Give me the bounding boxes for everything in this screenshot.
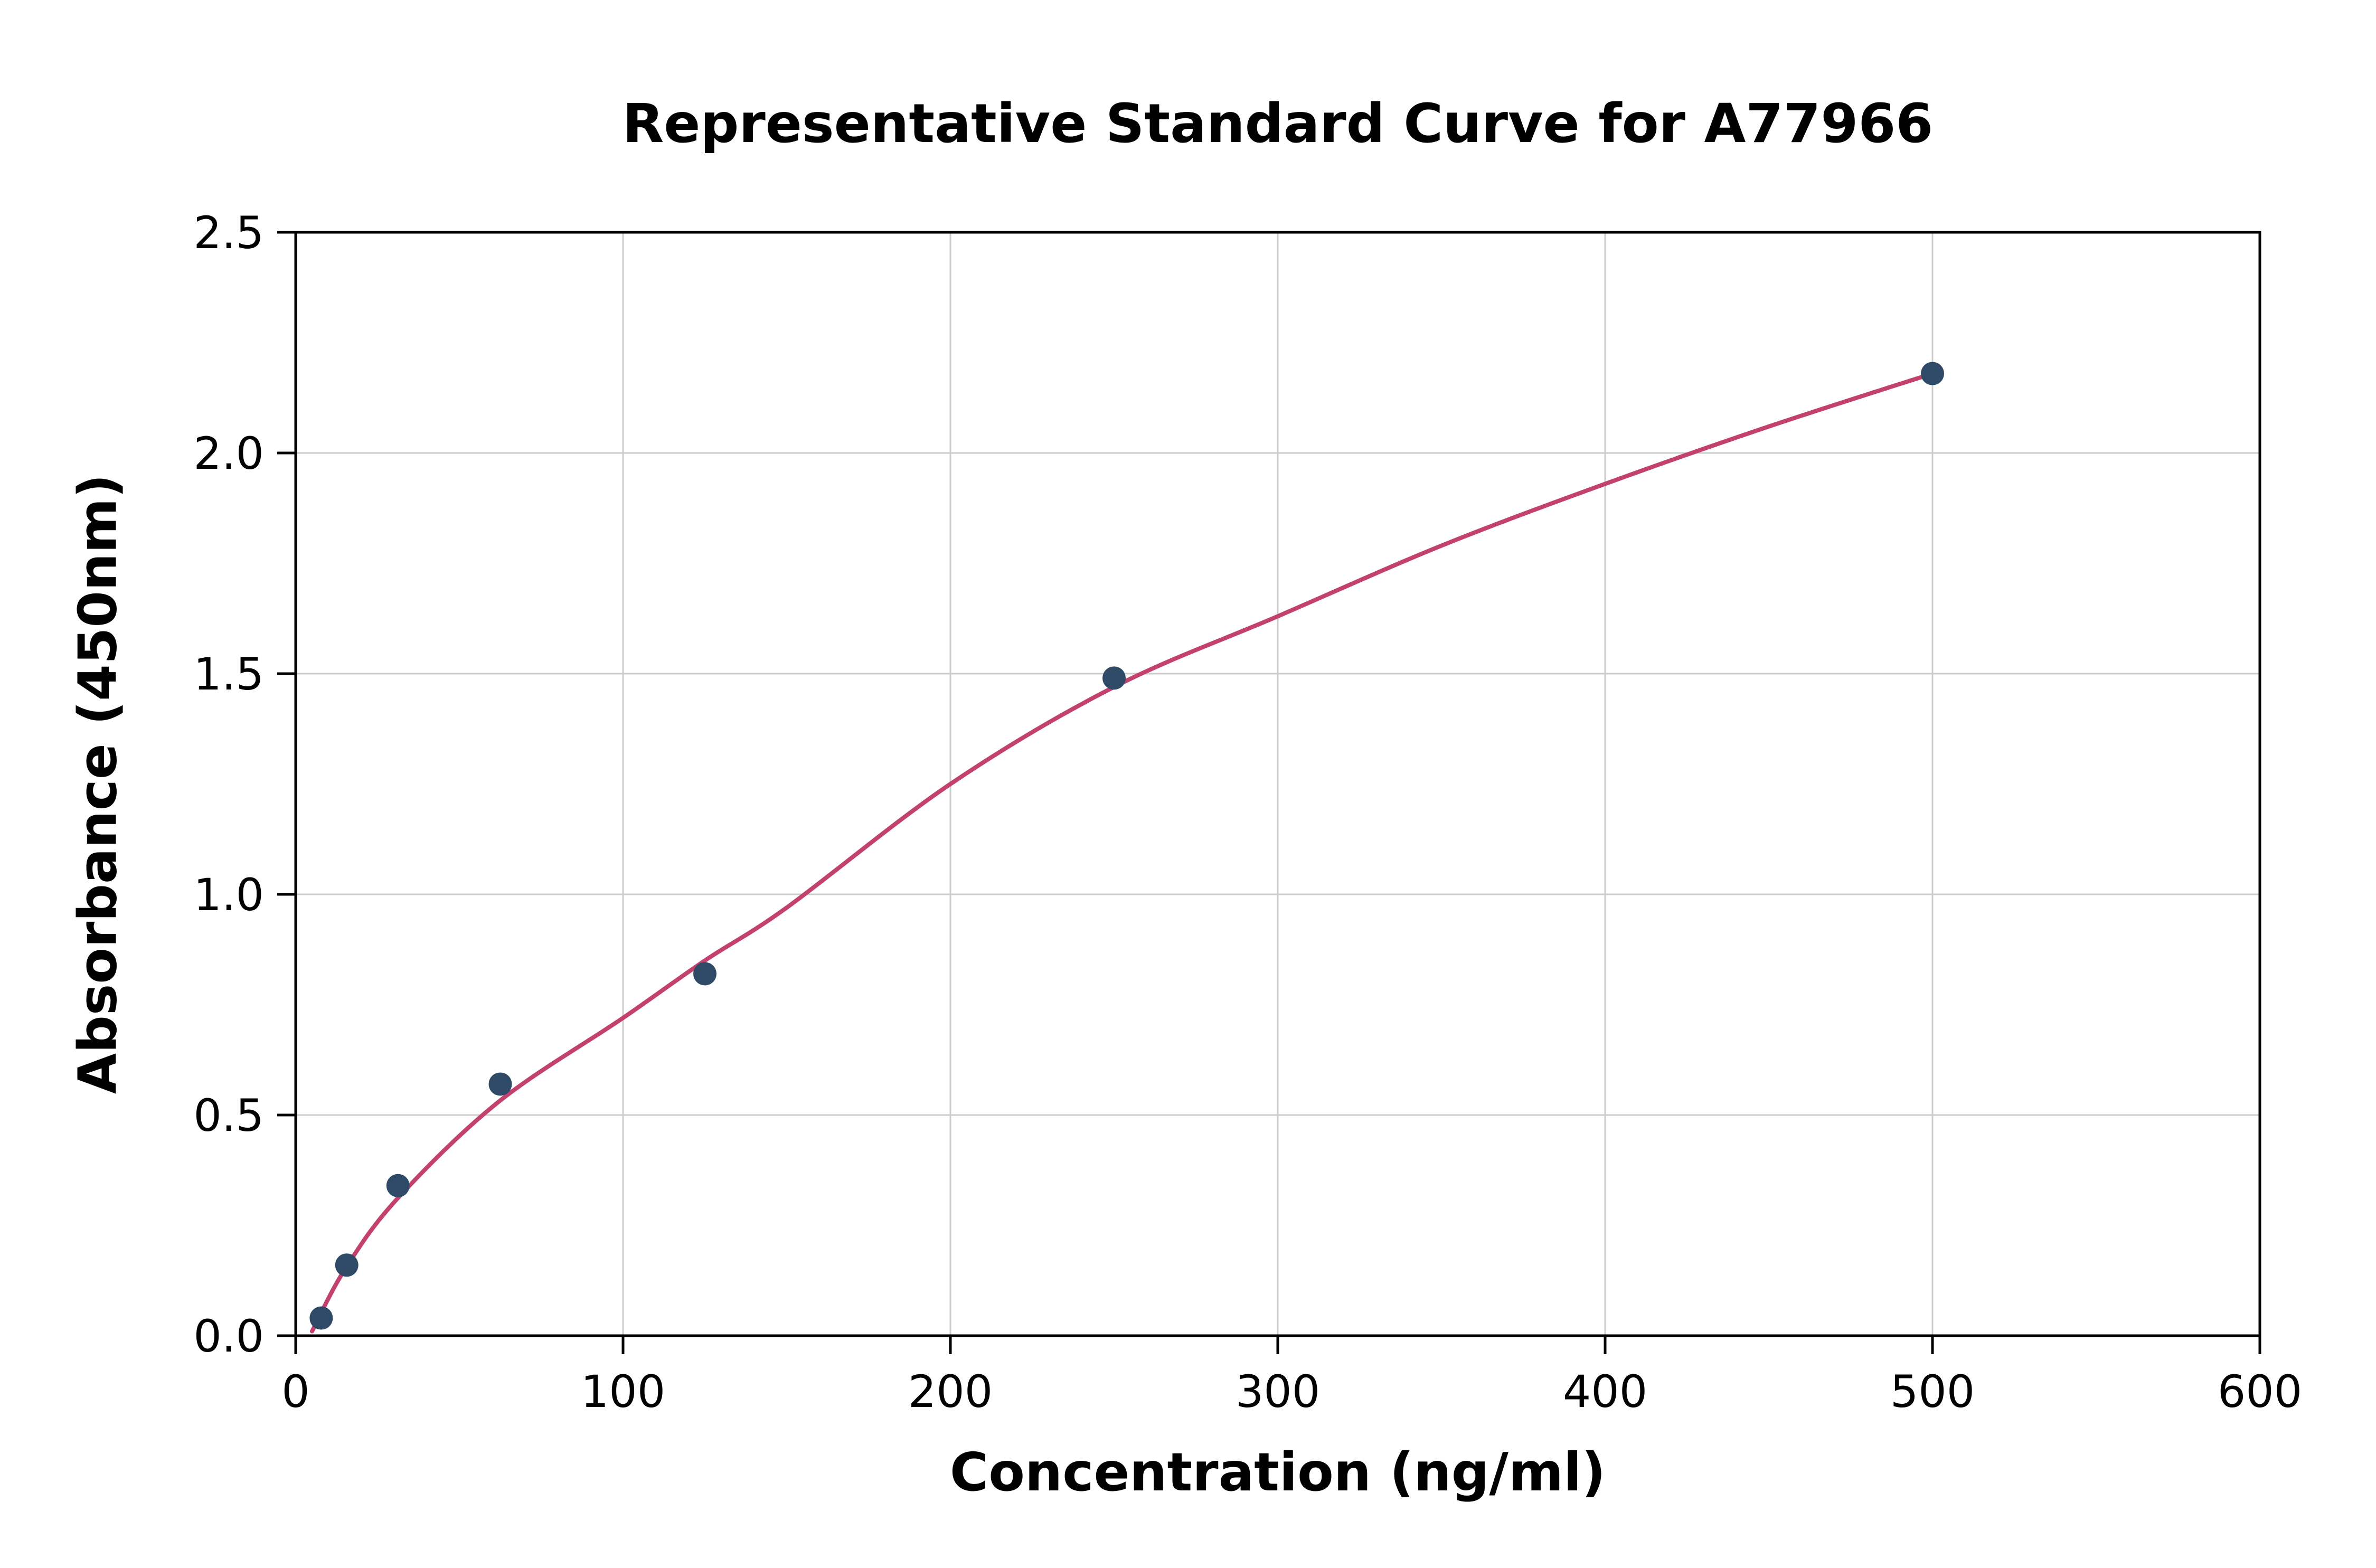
data-point [1102, 666, 1126, 690]
y-tick-label: 0.0 [193, 1310, 264, 1362]
data-point [386, 1174, 410, 1197]
x-tick-label: 200 [908, 1366, 993, 1418]
x-tick-label: 400 [1563, 1366, 1647, 1418]
y-tick-label: 2.5 [193, 207, 264, 259]
data-point [488, 1072, 512, 1096]
data-point [335, 1253, 359, 1277]
x-tick-label: 0 [281, 1366, 309, 1418]
x-tick-label: 300 [1236, 1366, 1320, 1418]
data-point [1921, 362, 1944, 385]
fit-curve [310, 371, 1935, 1334]
x-axis-label: Concentration (ng/ml) [949, 1441, 1606, 1503]
x-tick-label: 100 [581, 1366, 665, 1418]
y-tick-label: 1.5 [193, 648, 264, 700]
x-tick-label: 500 [1890, 1366, 1975, 1418]
y-tick-label: 2.0 [193, 428, 264, 479]
data-point [309, 1306, 333, 1330]
data-point [693, 962, 716, 986]
chart-title: Representative Standard Curve for A77966 [622, 92, 1934, 155]
y-tick-label: 0.5 [193, 1090, 264, 1141]
y-tick-label: 1.0 [193, 869, 264, 921]
x-tick-label: 600 [2218, 1366, 2302, 1418]
